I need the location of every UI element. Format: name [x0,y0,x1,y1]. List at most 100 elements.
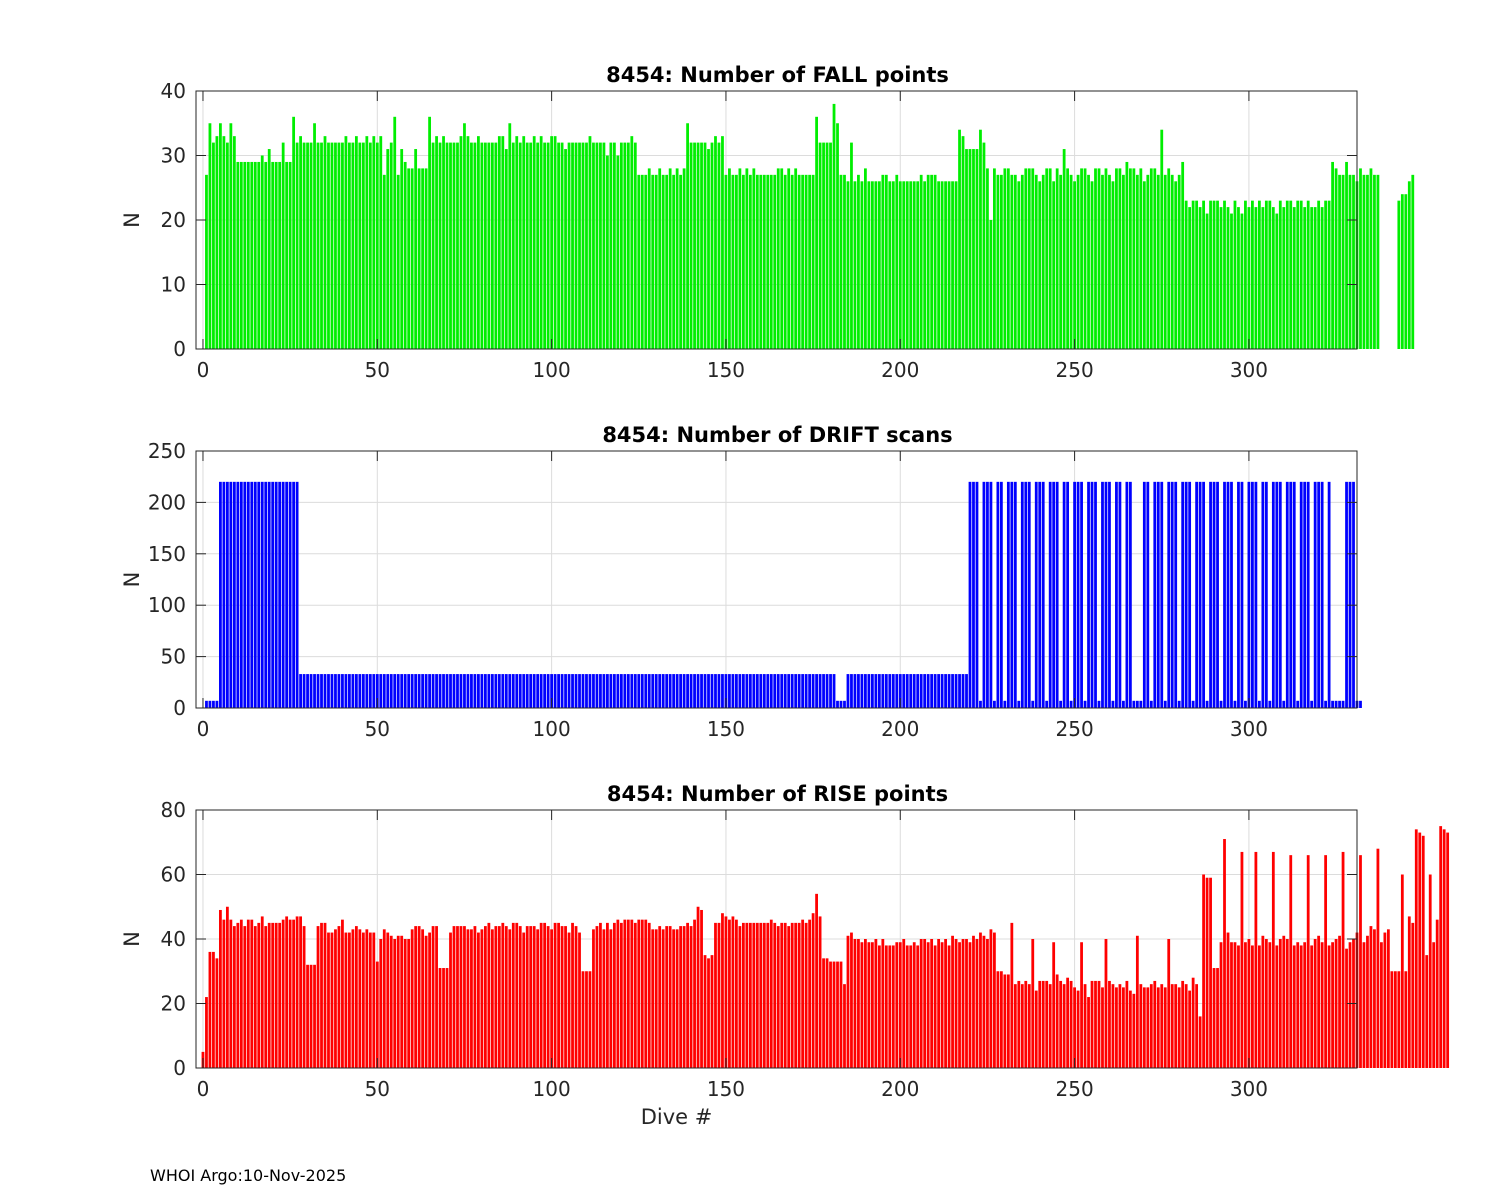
bar [829,674,832,708]
bar [986,168,989,349]
bar [351,142,355,349]
bar [867,674,871,708]
bar [585,971,588,1068]
footer-credit: WHOI Argo:10-Nov-2025 [150,1166,347,1185]
bar [794,922,798,1068]
bar [525,142,529,349]
bar [243,161,247,349]
bar [1094,481,1097,708]
bar [1380,942,1383,1068]
bar [222,919,226,1068]
bar [1013,174,1017,349]
plot-area [196,451,1357,708]
bar [923,181,927,349]
bar [435,136,438,349]
bar [1317,481,1321,708]
bar [358,142,362,349]
bar [348,142,351,349]
bar [898,942,902,1068]
bar [1324,700,1328,708]
bar [752,168,756,349]
bar [1108,174,1111,349]
bar [382,174,386,349]
bar [825,958,829,1068]
bar [1435,919,1439,1068]
bar [1181,980,1185,1068]
bar [225,906,229,1068]
bar [309,964,313,1068]
bar [1156,481,1160,708]
bar [309,142,313,349]
bar [1352,481,1355,708]
bar [759,174,763,349]
bar [686,674,689,708]
bar [1156,987,1160,1068]
bar [850,674,853,708]
bar [1122,987,1125,1068]
y-tick-label: 250 [148,439,186,463]
bar [1038,481,1042,708]
bar [372,932,376,1068]
bar [302,926,306,1068]
bar [825,674,829,708]
bar [466,929,470,1068]
bar [592,929,595,1068]
bar [292,919,296,1068]
bar [710,142,714,349]
bar [996,174,1000,349]
bar [229,123,233,349]
bar [550,674,554,708]
bar [1020,481,1024,708]
bar [504,926,508,1068]
bar [1055,481,1059,708]
x-tick-label: 0 [197,717,210,741]
bar [797,922,801,1068]
bar [1181,161,1185,349]
bar [1209,877,1212,1068]
bar [909,945,913,1068]
bar [1149,984,1153,1068]
bar [975,939,979,1068]
bar [1167,168,1171,349]
bar [1006,974,1010,1068]
bar [1006,481,1010,708]
bar [522,932,526,1068]
bar [320,674,323,708]
bar [696,142,700,349]
bar [637,674,641,708]
bar [996,971,1000,1068]
bar [769,174,773,349]
y-tick-label: 10 [161,273,186,297]
bar [354,926,358,1068]
bar [511,922,515,1068]
bar [1230,213,1233,349]
bar [1285,939,1289,1068]
bar [1244,200,1247,349]
bar [1198,1016,1202,1068]
bar [337,926,341,1068]
bar [351,929,355,1068]
bar [1257,700,1261,708]
bar [327,142,330,349]
bar [494,674,498,708]
bar [877,181,881,349]
bar [246,481,250,708]
bar [1390,971,1394,1068]
bar [1268,200,1272,349]
bar [923,939,927,1068]
bar [919,674,923,708]
bar [937,181,941,349]
x-axis-label: Dive # [641,1105,713,1129]
bar [877,674,881,708]
bar [658,674,662,708]
bar [762,674,766,708]
bar [1034,174,1038,349]
bar [745,168,749,349]
bar [794,674,798,708]
bar [999,971,1003,1068]
bar [410,929,414,1068]
bar [735,174,738,349]
bar [588,136,592,349]
bar [651,929,655,1068]
bar [285,916,289,1068]
